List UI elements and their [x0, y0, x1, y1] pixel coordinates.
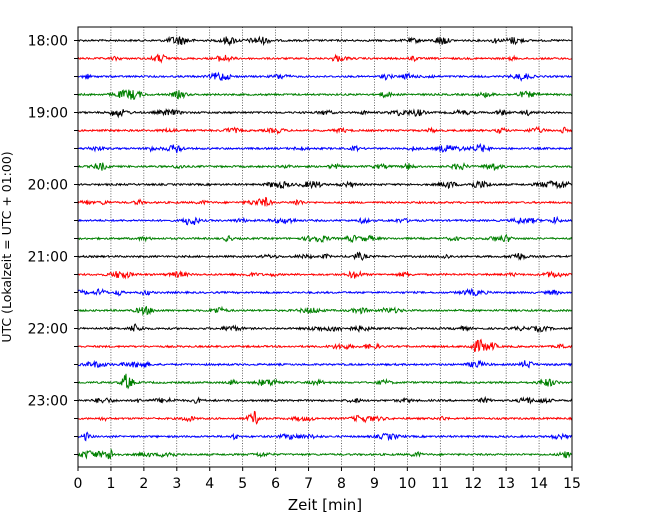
trace-2130 — [77, 287, 573, 297]
trace-2245 — [77, 373, 573, 390]
trace-1815 — [77, 53, 573, 64]
x-tick-label: 11 — [431, 476, 449, 492]
trace-2030 — [77, 215, 573, 226]
x-tick-label: 8 — [337, 476, 346, 492]
trace-1845 — [77, 89, 573, 100]
trace-2100 — [77, 251, 573, 261]
trace-1900 — [77, 107, 573, 119]
trace-2345 — [77, 447, 573, 460]
y-tick-label: 20:00 — [28, 178, 68, 194]
x-tick-label: 10 — [398, 476, 416, 492]
trace-2215 — [77, 338, 573, 353]
y-tick-label: 21:00 — [28, 250, 68, 266]
trace-2230 — [77, 359, 573, 369]
x-tick-label: 5 — [238, 476, 247, 492]
x-tick-label: 14 — [530, 476, 548, 492]
trace-1930 — [77, 142, 573, 154]
y-axis-label: UTC (Lokalzeit = UTC + 01:00) — [0, 151, 14, 342]
x-tick-label: 9 — [370, 476, 379, 492]
x-tick-label: 6 — [271, 476, 280, 492]
x-tick-label: 12 — [464, 476, 482, 492]
trace-2145 — [77, 305, 573, 317]
x-axis-label: Zeit [min] — [288, 496, 362, 514]
trace-2000 — [77, 180, 573, 190]
grid-lines — [110, 27, 540, 467]
trace-2330 — [77, 431, 573, 442]
x-tick-label: 13 — [497, 476, 515, 492]
x-tick-label: 1 — [106, 476, 115, 492]
x-tick-label: 15 — [563, 476, 581, 492]
plot-frame — [77, 26, 573, 468]
trace-2015 — [77, 196, 573, 208]
y-axis-ticks: 18:00 19:00 20:00 21:00 22:00 23:00 — [28, 34, 78, 455]
x-tick-label: 3 — [172, 476, 181, 492]
x-axis-ticks: 0 1 2 3 4 5 6 7 8 9 10 11 12 13 14 15 — [74, 467, 581, 492]
x-tick-label: 0 — [74, 476, 83, 492]
trace-2115 — [77, 270, 573, 280]
trace-1915 — [77, 125, 573, 136]
trace-2045 — [77, 233, 573, 244]
y-tick-label: 19:00 — [28, 106, 68, 122]
y-tick-label: 23:00 — [28, 394, 68, 410]
trace-2300 — [77, 395, 573, 405]
y-tick-label: 22:00 — [28, 322, 68, 338]
x-tick-label: 7 — [304, 476, 313, 492]
trace-1800 — [77, 35, 573, 47]
x-tick-label: 4 — [205, 476, 214, 492]
seismic-traces — [77, 35, 573, 460]
trace-1945 — [77, 162, 573, 172]
x-tick-label: 2 — [139, 476, 148, 492]
trace-2315 — [77, 410, 573, 425]
trace-2200 — [77, 323, 573, 334]
y-tick-label: 18:00 — [28, 34, 68, 50]
trace-1830 — [77, 71, 573, 82]
